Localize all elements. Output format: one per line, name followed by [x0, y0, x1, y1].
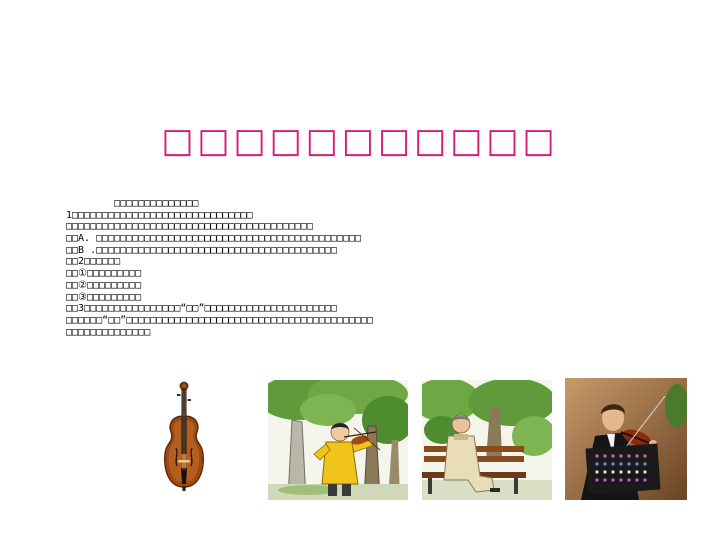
text-line: □□3□□□□□□□□□□□□□□□□“□□”□□□□□□□□□□□□□□□□□… [66, 303, 337, 315]
slide-title: □□□□□□□□□□□ [161, 121, 559, 161]
text-line: □□③□□□□□□□□□ [66, 291, 142, 303]
text-line: □□□□□□“□□”□□□□□□□□□□□□□□□□□□□□□□□□□□□□□□… [66, 314, 374, 326]
old-man-on-bench-illustration [422, 380, 552, 500]
slide-body-text: □□□□□□□□□□□□□□ 1□□□□□□□□□□□□□□□□□□□□□□□□… [66, 198, 696, 338]
text-line: □□□□□□□□□□□□□□□□□□□□□□□□□□□□□□□□□□□□□□□□… [66, 221, 313, 233]
violin-illustration [163, 381, 205, 491]
text-line: 1□□□□□□□□□□□□□□□□□□□□□□□□□□□□□□ [66, 209, 253, 221]
violinist-performing-photo [565, 378, 687, 500]
text-line: □□□□□□□□□□□□□□ [66, 326, 151, 338]
text-line: □□B .□□□□□□□□□□□□□□□□□□□□□□□□□□□□□□□□□□□… [66, 244, 337, 256]
text-line: □□①□□□□□□□□□ [66, 268, 142, 280]
text-line: □□□□□□□□□□□□□□ [66, 198, 199, 209]
text-line: □□②□□□□□□□□□ [66, 279, 142, 291]
boy-playing-violin-illustration [268, 380, 408, 500]
text-line: □□A. □□□□□□□□□□□□□□□□□□□□□□□□□□□□□□□□□□□… [66, 233, 362, 245]
text-line: □□2□□□□□□ [66, 256, 121, 268]
